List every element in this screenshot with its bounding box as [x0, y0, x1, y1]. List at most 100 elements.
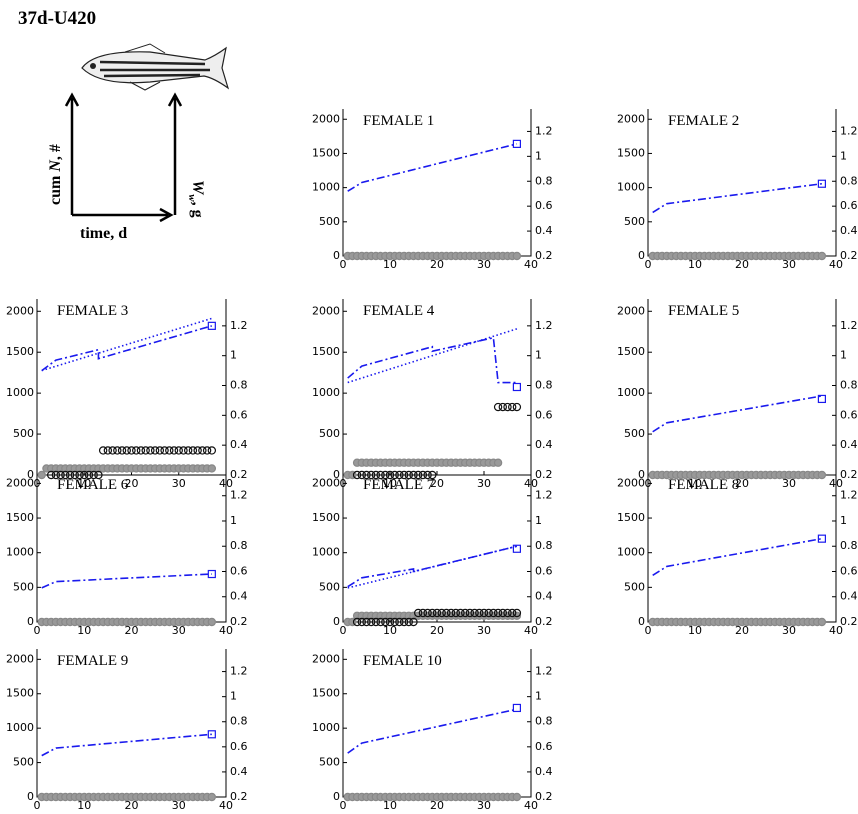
x-tick-label: 20 — [735, 477, 749, 490]
y2-tick-label: 0.8 — [840, 174, 858, 187]
y2-tick-label: 0.6 — [230, 408, 248, 421]
x-tick-label: 30 — [172, 477, 186, 490]
x-tick-label: 30 — [477, 477, 491, 490]
fish-icon — [81, 43, 230, 91]
observed-cum-n — [479, 608, 489, 618]
observed-cum-n — [122, 446, 131, 455]
observed-cum-n — [357, 470, 366, 480]
observed-cum-n — [498, 608, 507, 618]
y-tick-label: 1000 — [312, 386, 340, 399]
observed-weight — [512, 139, 522, 148]
observed-cum-n — [367, 617, 376, 627]
observed-cum-n — [508, 608, 517, 618]
panel-title: FEMALE 6 — [57, 477, 129, 493]
observed-cum-n — [371, 617, 381, 627]
weight-line — [347, 708, 518, 754]
x-tick-label: 0 — [340, 624, 347, 637]
y2-tick-label: 0.2 — [230, 468, 248, 481]
y-tick-label: 0 — [333, 615, 340, 628]
weight-line — [41, 325, 213, 372]
y2-tick-label: 0.2 — [230, 615, 248, 628]
y2-tick-label: 1.2 — [230, 489, 248, 502]
x-tick-label: 20 — [430, 477, 444, 490]
x-tick-label: 30 — [172, 799, 186, 812]
observed-cum-n — [437, 608, 446, 618]
observed-cum-n — [489, 608, 498, 618]
observed-cum-n — [385, 617, 395, 627]
y-tick-label: 2000 — [6, 476, 34, 489]
y2-tick-label: 0.4 — [230, 765, 248, 778]
y2-tick-label: 0.2 — [840, 468, 858, 481]
observed-cum-n — [117, 446, 127, 455]
observed-cum-n — [381, 470, 390, 480]
y2-tick-label: 0.8 — [840, 539, 858, 552]
observed-cum-n — [357, 617, 366, 627]
y-tick-label: 1500 — [6, 345, 34, 358]
observed-weight — [512, 544, 522, 553]
y-tick-label: 1500 — [312, 511, 340, 524]
panel-title: FEMALE 9 — [57, 653, 128, 669]
axis-frame — [647, 299, 837, 476]
y-tick-label: 500 — [319, 580, 340, 593]
model-cum-n — [512, 611, 522, 620]
x-tick-label: 10 — [383, 477, 397, 490]
y-tick-label: 500 — [624, 427, 645, 440]
observed-cum-n — [423, 608, 432, 618]
observed-weight — [512, 703, 522, 713]
y-tick-label: 1000 — [6, 721, 34, 734]
model-cum-n — [37, 470, 46, 480]
key-x-label: time, d — [80, 225, 127, 242]
y2-tick-label: 0.4 — [535, 590, 553, 603]
panel-title: FEMALE 2 — [668, 113, 739, 129]
observed-cum-n — [414, 608, 423, 618]
observed-cum-n — [404, 617, 413, 627]
x-tick-label: 10 — [77, 477, 91, 490]
observed-cum-n — [493, 608, 503, 618]
y-tick-label: 0 — [638, 615, 645, 628]
x-tick-label: 10 — [383, 258, 397, 271]
observed-cum-n — [113, 446, 122, 455]
y-tick-label: 500 — [319, 756, 340, 769]
observed-cum-n — [456, 608, 465, 618]
y2-tick-label: 0.6 — [535, 199, 553, 212]
observed-cum-n — [94, 470, 103, 480]
observed-cum-n — [80, 470, 89, 480]
y-tick-label: 0 — [27, 790, 34, 803]
observed-cum-n — [493, 402, 503, 412]
observed-cum-n — [395, 617, 404, 627]
observed-cum-n — [512, 402, 522, 412]
y2-tick-label: 0.6 — [535, 408, 553, 421]
y-tick-label: 2000 — [312, 652, 340, 665]
observed-cum-n — [136, 446, 146, 455]
axis-frame — [647, 473, 837, 623]
y2-tick-label: 0.6 — [535, 564, 553, 577]
y-tick-label: 1000 — [6, 546, 34, 559]
observed-cum-n — [399, 617, 409, 627]
observed-weight — [207, 730, 216, 739]
y-tick-label: 1000 — [312, 181, 340, 194]
y-tick-label: 500 — [319, 427, 340, 440]
x-tick-label: 30 — [172, 624, 186, 637]
y2-tick-label: 0.8 — [535, 174, 553, 187]
panel-title: FEMALE 8 — [668, 477, 739, 493]
y-tick-label: 2000 — [312, 304, 340, 317]
axis-frame — [342, 109, 532, 257]
observed-cum-n — [376, 470, 385, 480]
panel-title: FEMALE 10 — [363, 653, 442, 669]
y-tick-label: 1000 — [6, 386, 34, 399]
x-tick-label: 40 — [829, 258, 843, 271]
key-y2-label: Ww, g — [186, 180, 206, 218]
observed-cum-n — [470, 608, 479, 618]
axis-frame — [36, 299, 227, 476]
weight-line — [347, 545, 518, 588]
observed-cum-n — [367, 470, 376, 480]
x-tick-label: 40 — [219, 624, 233, 637]
observed-cum-n — [198, 446, 207, 455]
x-tick-label: 10 — [383, 799, 397, 812]
y2-tick-label: 0.2 — [535, 468, 553, 481]
observed-cum-n — [56, 470, 65, 480]
observed-cum-n — [442, 608, 451, 618]
